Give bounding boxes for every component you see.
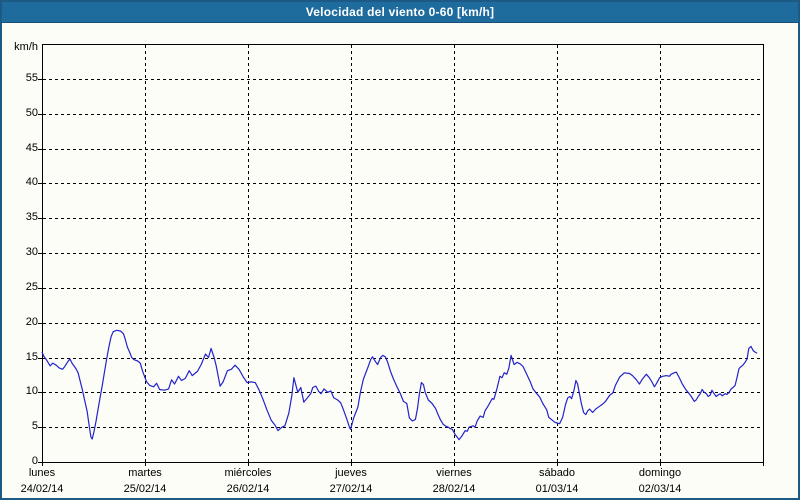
y-tick-label-30: 30 [25, 246, 38, 258]
x-day-date-3: 27/02/14 [329, 483, 373, 495]
y-tick-label-50: 50 [25, 107, 38, 119]
x-day-name-4: viernes [436, 467, 472, 479]
x-day-name-6: domingo [638, 467, 682, 479]
x-day-name-5: sábado [538, 467, 576, 479]
x-day-name-3: jueves [335, 467, 367, 479]
chart-title: Velocidad del viento 0-60 [km/h] [305, 5, 495, 19]
y-tick-label-25: 25 [25, 281, 38, 293]
y-tick-label-55: 55 [25, 72, 38, 84]
x-day-date-0: 24/02/14 [20, 483, 64, 495]
y-tick-label-45: 45 [25, 142, 38, 154]
wind-speed-line [41, 329, 758, 441]
chart-title-bar: Velocidad del viento 0-60 [km/h] [2, 2, 798, 23]
x-day-date-4: 28/02/14 [432, 483, 476, 495]
y-tick-label-35: 35 [25, 211, 38, 223]
x-day-date-2: 26/02/14 [226, 483, 270, 495]
x-day-name-1: martes [128, 467, 162, 479]
x-day-date-6: 02/03/14 [638, 483, 682, 495]
wind-speed-plot [38, 44, 764, 466]
x-day-name-0: lunes [28, 467, 56, 479]
x-day-date-5: 01/03/14 [535, 483, 579, 495]
y-tick-label-20: 20 [25, 316, 38, 328]
y-axis-unit-label: km/h [14, 41, 38, 53]
x-day-date-1: 25/02/14 [123, 483, 167, 495]
y-tick-label-10: 10 [25, 385, 38, 397]
y-tick-label-5: 5 [31, 420, 38, 432]
x-day-name-2: miércoles [224, 467, 272, 479]
y-tick-label-15: 15 [25, 351, 38, 363]
y-tick-label-40: 40 [25, 176, 38, 188]
y-tick-label-0: 0 [31, 455, 38, 467]
